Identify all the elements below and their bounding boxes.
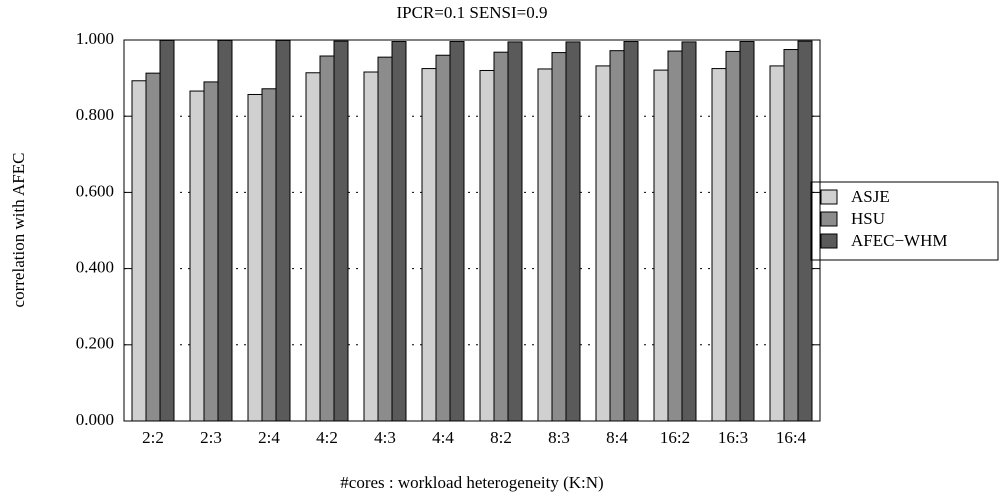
y-tick-label: 1.000 — [76, 29, 114, 48]
bar — [203, 81, 219, 422]
bar — [319, 55, 335, 422]
bar — [739, 41, 755, 422]
y-tick-label: 0.000 — [76, 410, 114, 429]
x-tick-label: 4:4 — [432, 428, 454, 447]
plot-frame — [123, 39, 821, 422]
y-tick-label: 0.600 — [76, 181, 114, 200]
bar — [449, 41, 465, 422]
x-tick-label: 2:2 — [142, 428, 164, 447]
legend-swatch — [820, 211, 838, 227]
bar — [377, 56, 393, 422]
chart-title: IPCR=0.1 SENSI=0.9 — [397, 3, 548, 22]
x-axis-label: #cores : workload heterogeneity (K:N) — [340, 473, 603, 492]
bar — [479, 69, 495, 422]
y-axis-label: correlation with AFEC — [9, 153, 28, 308]
x-tick-label: 16:3 — [718, 428, 748, 447]
bar — [623, 41, 639, 422]
bar — [305, 72, 321, 422]
bar — [797, 40, 813, 422]
bar — [261, 88, 277, 422]
bar — [333, 40, 349, 422]
bar — [595, 65, 611, 422]
bar — [363, 71, 379, 422]
legend-swatch — [820, 189, 838, 205]
bar — [783, 49, 799, 422]
x-tick-label: 16:4 — [776, 428, 807, 447]
legend-label: AFEC−WHM — [851, 231, 947, 250]
bar — [217, 39, 233, 422]
bar — [725, 50, 741, 422]
bar — [275, 39, 291, 422]
x-tick-label: 8:4 — [606, 428, 628, 447]
y-tick-label: 0.200 — [76, 334, 114, 353]
x-tick-label: 16:2 — [660, 428, 690, 447]
bar — [507, 41, 523, 422]
bar — [391, 41, 407, 422]
bar — [189, 90, 205, 422]
y-tick-label: 0.800 — [76, 105, 114, 124]
bar — [421, 68, 437, 422]
bar — [493, 51, 509, 422]
x-tick-label: 8:3 — [548, 428, 570, 447]
x-tick-label: 4:3 — [374, 428, 396, 447]
bar — [435, 54, 451, 422]
bar — [681, 41, 697, 422]
bar — [711, 68, 727, 422]
bar — [769, 65, 785, 422]
bar — [247, 93, 263, 422]
bar — [145, 72, 161, 422]
x-tick-label: 4:2 — [316, 428, 338, 447]
bar — [565, 41, 581, 422]
legend-label: HSU — [851, 209, 885, 228]
y-tick-label: 0.400 — [76, 258, 114, 277]
legend-swatch — [820, 233, 838, 249]
bar — [131, 80, 147, 422]
x-tick-label: 8:2 — [490, 428, 512, 447]
bar — [653, 69, 669, 422]
legend-label: ASJE — [851, 187, 890, 206]
bar — [537, 68, 553, 422]
bar — [551, 52, 567, 422]
legend-box — [810, 181, 999, 261]
bar — [667, 50, 683, 422]
bar — [159, 39, 175, 422]
x-tick-label: 2:4 — [258, 428, 280, 447]
x-tick-label: 2:3 — [200, 428, 222, 447]
bar — [609, 50, 625, 422]
